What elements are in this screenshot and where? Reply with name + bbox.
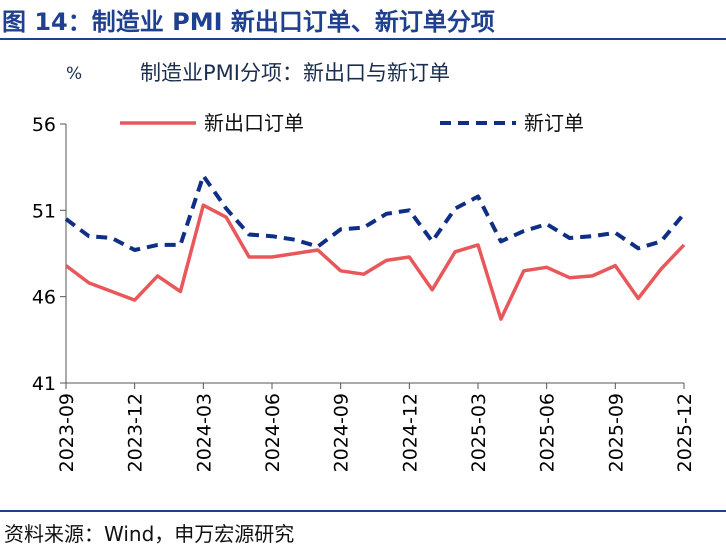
figure-title: 图 14：制造业 PMI 新出口订单、新订单分项 — [2, 8, 495, 36]
x-tick-label: 2024-03 — [193, 393, 215, 472]
x-tick-label: 2023-12 — [125, 393, 147, 472]
y-tick-label: 41 — [32, 373, 56, 395]
series-layer — [64, 173, 686, 321]
x-tick-label: 2025-06 — [537, 393, 559, 472]
axes: 41 46 51 56 2023-09 2023-12 2024-03 2024-06 2024… — [32, 114, 696, 472]
legend-label: 新订单 — [524, 111, 584, 135]
x-tick-label: 2025-09 — [605, 393, 627, 472]
legend-label: 新出口订单 — [204, 111, 304, 135]
x-tick-label: 2024-09 — [331, 393, 353, 472]
y-tick-label: 51 — [32, 200, 56, 222]
figure-header: 图 14：制造业 PMI 新出口订单、新订单分项 — [0, 0, 726, 40]
y-tick-label: 56 — [32, 114, 56, 136]
x-tick-label: 2025-03 — [468, 393, 490, 472]
chart-title: 制造业PMI分项：新出口与新订单 — [140, 61, 450, 85]
header-divider — [0, 38, 726, 40]
source-note: 资料来源：Wind，申万宏源研究 — [4, 522, 295, 546]
legend: 新出口订单 新订单 — [120, 111, 584, 135]
x-tick-label: 2023-09 — [56, 393, 78, 472]
line-chart: % 制造业PMI分项：新出口与新订单 41 46 51 56 2023-09 2023-1… — [32, 61, 696, 472]
x-tick-label: 2025-12 — [674, 393, 696, 472]
y-tick-label: 46 — [32, 287, 56, 309]
footer-divider — [0, 510, 726, 512]
series-line-new-orders — [64, 173, 686, 252]
x-tick-label: 2024-12 — [399, 393, 421, 472]
series-line-new-export-orders — [64, 203, 686, 321]
x-tick-label: 2024-06 — [262, 393, 284, 472]
y-unit-label: % — [66, 64, 82, 84]
